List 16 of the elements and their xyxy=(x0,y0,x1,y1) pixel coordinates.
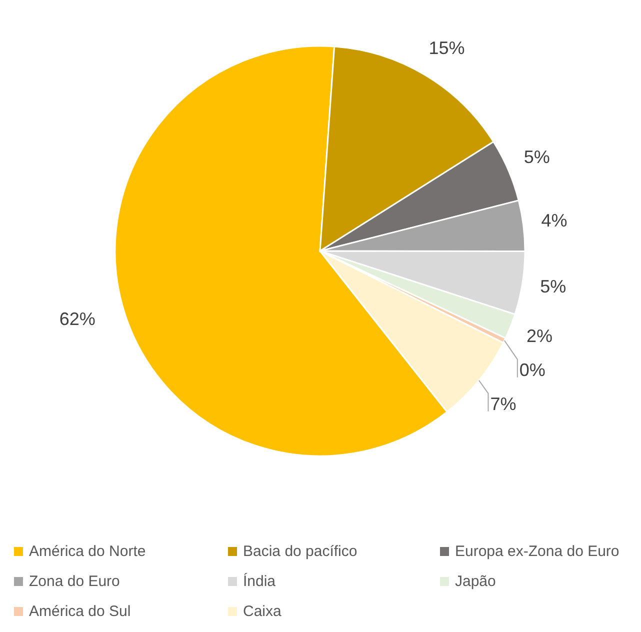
data-label: 7% xyxy=(490,394,516,414)
data-label: 5% xyxy=(540,276,566,297)
data-label: 62% xyxy=(59,309,96,330)
data-label: 2% xyxy=(526,326,553,346)
legend-label: Europa ex-Zona do Euro xyxy=(455,542,620,560)
legend-label: Índia xyxy=(243,572,276,590)
legend-label: América do Norte xyxy=(29,542,146,560)
data-label: 15% xyxy=(428,38,465,58)
data-label: 0% xyxy=(519,360,546,380)
legend-label: Zona do Euro xyxy=(29,572,120,590)
legend-label: América do Sul xyxy=(29,602,131,620)
legend-label: Caixa xyxy=(243,602,282,620)
legend-label: Bacia do pacífico xyxy=(243,542,358,560)
legend-label: Japão xyxy=(455,572,496,590)
data-label: 5% xyxy=(524,147,550,168)
data-label: 4% xyxy=(541,210,568,231)
